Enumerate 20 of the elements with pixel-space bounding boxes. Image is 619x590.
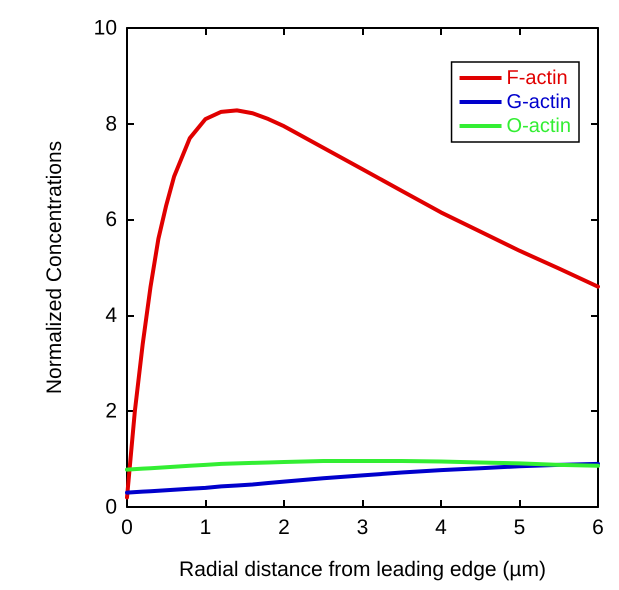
x-tick-label: 1 xyxy=(200,516,212,539)
x-axis-title: Radial distance from leading edge (µm) xyxy=(179,558,546,581)
y-tick-label: 0 xyxy=(105,496,117,518)
y-axis-title: Normalized Concentrations xyxy=(43,140,66,394)
x-tick-label: 2 xyxy=(278,516,290,539)
x-tick-label: 5 xyxy=(514,516,526,539)
y-tick-label: 2 xyxy=(105,400,117,423)
x-tick-label: 3 xyxy=(356,516,368,539)
y-tick-label: 10 xyxy=(94,16,117,40)
x-tick-label: 0 xyxy=(121,516,133,539)
y-tick-label: 6 xyxy=(105,208,117,232)
legend-label: F-actin xyxy=(506,67,568,89)
x-tick-label: 6 xyxy=(592,516,604,539)
y-tick-label: 8 xyxy=(105,112,117,136)
legend-label: O-actin xyxy=(506,115,572,137)
legend-label: G-actin xyxy=(506,91,572,113)
line-series xyxy=(125,108,600,500)
y-tick-label: 4 xyxy=(105,304,118,327)
x-tick-label: 4 xyxy=(435,516,448,539)
line-series xyxy=(125,459,600,472)
